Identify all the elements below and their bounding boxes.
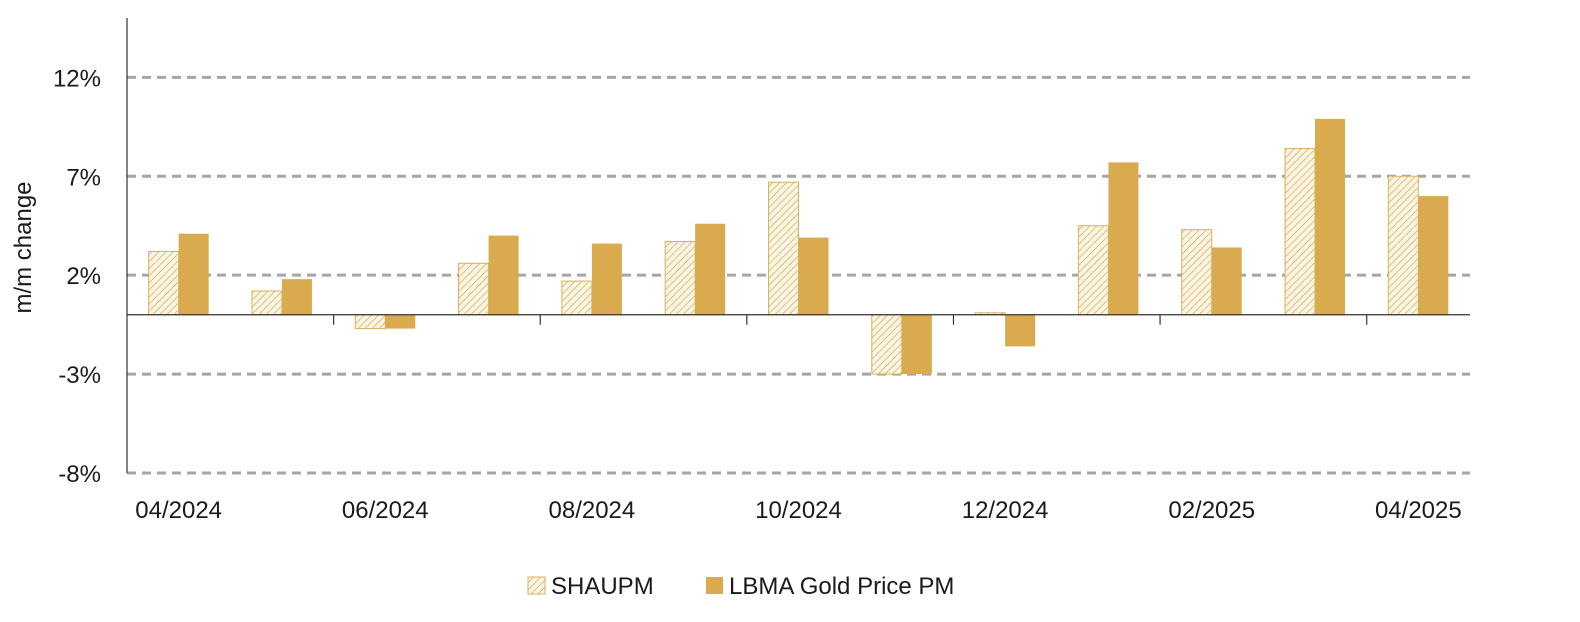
legend-swatch-shaupm [527,576,546,595]
bar-lbma-6 [798,237,829,315]
bar-lbma-3 [488,235,519,315]
bar-lbma-4 [591,243,622,315]
bar-shaupm-11 [1284,148,1316,316]
bar-lbma-9 [1108,162,1139,315]
bar-lbma-2 [385,314,416,329]
y-axis-title: m/m change [10,181,37,313]
legend: SHAUPM LBMA Gold Price PM [527,573,954,600]
bar-lbma-0 [178,233,209,315]
bar-lbma-1 [281,279,312,315]
bar-shaupm-0 [148,250,180,316]
bar-shaupm-5 [664,241,696,316]
bar-shaupm-9 [1077,225,1109,316]
bar-lbma-8 [1005,314,1036,347]
bar-shaupm-3 [458,262,490,316]
x-tick-label: 08/2024 [549,497,636,524]
x-tick-label: 04/2025 [1375,497,1462,524]
x-tick-label: 02/2025 [1168,497,1255,524]
tick-labels: -8% -3% 2% 7% 12% 04/2024 06/2024 08/2024 10/202… [10,65,1462,524]
bar-shaupm-12 [1387,175,1419,316]
legend-label-lbma: LBMA Gold Price PM [729,573,954,600]
bar-lbma-5 [695,223,726,315]
axes [126,18,1470,473]
y-tick-label: 2% [66,263,101,290]
bar-shaupm-7 [871,314,903,375]
bar-lbma-12 [1418,196,1449,315]
bar-lbma-7 [901,314,932,375]
y-tick-label: 7% [66,164,101,191]
bar-shaupm-1 [251,290,283,316]
legend-label-shaupm: SHAUPM [551,573,654,600]
y-tick-label: -3% [58,362,101,389]
x-tick-label: 12/2024 [962,497,1049,524]
y-tick-label: -8% [58,461,101,488]
bar-shaupm-4 [561,280,593,316]
bar-shaupm-6 [768,181,799,316]
bar-shaupm-2 [354,314,386,330]
bars [148,118,1449,375]
x-tick-label: 10/2024 [755,497,842,524]
y-tick-label: 12% [53,65,101,92]
legend-swatch-lbma [706,577,723,594]
bar-shaupm-10 [1181,229,1213,316]
bar-lbma-11 [1315,118,1346,315]
x-tick-label: 06/2024 [342,497,429,524]
bar-lbma-10 [1211,247,1242,315]
x-tick-label: 04/2024 [135,497,222,524]
